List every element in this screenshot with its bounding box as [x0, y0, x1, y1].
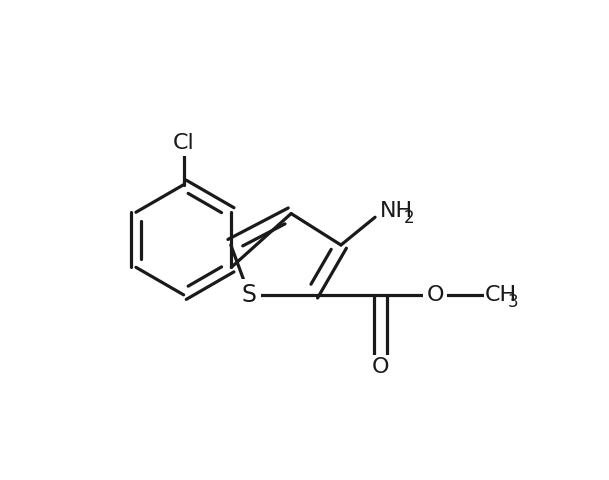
Text: O: O: [371, 357, 389, 377]
Text: 3: 3: [507, 293, 518, 311]
Text: 2: 2: [403, 209, 414, 227]
Text: O: O: [426, 285, 444, 305]
Text: NH: NH: [380, 201, 414, 221]
Text: Cl: Cl: [173, 133, 194, 153]
Text: CH: CH: [485, 285, 517, 305]
Text: S: S: [242, 283, 256, 307]
